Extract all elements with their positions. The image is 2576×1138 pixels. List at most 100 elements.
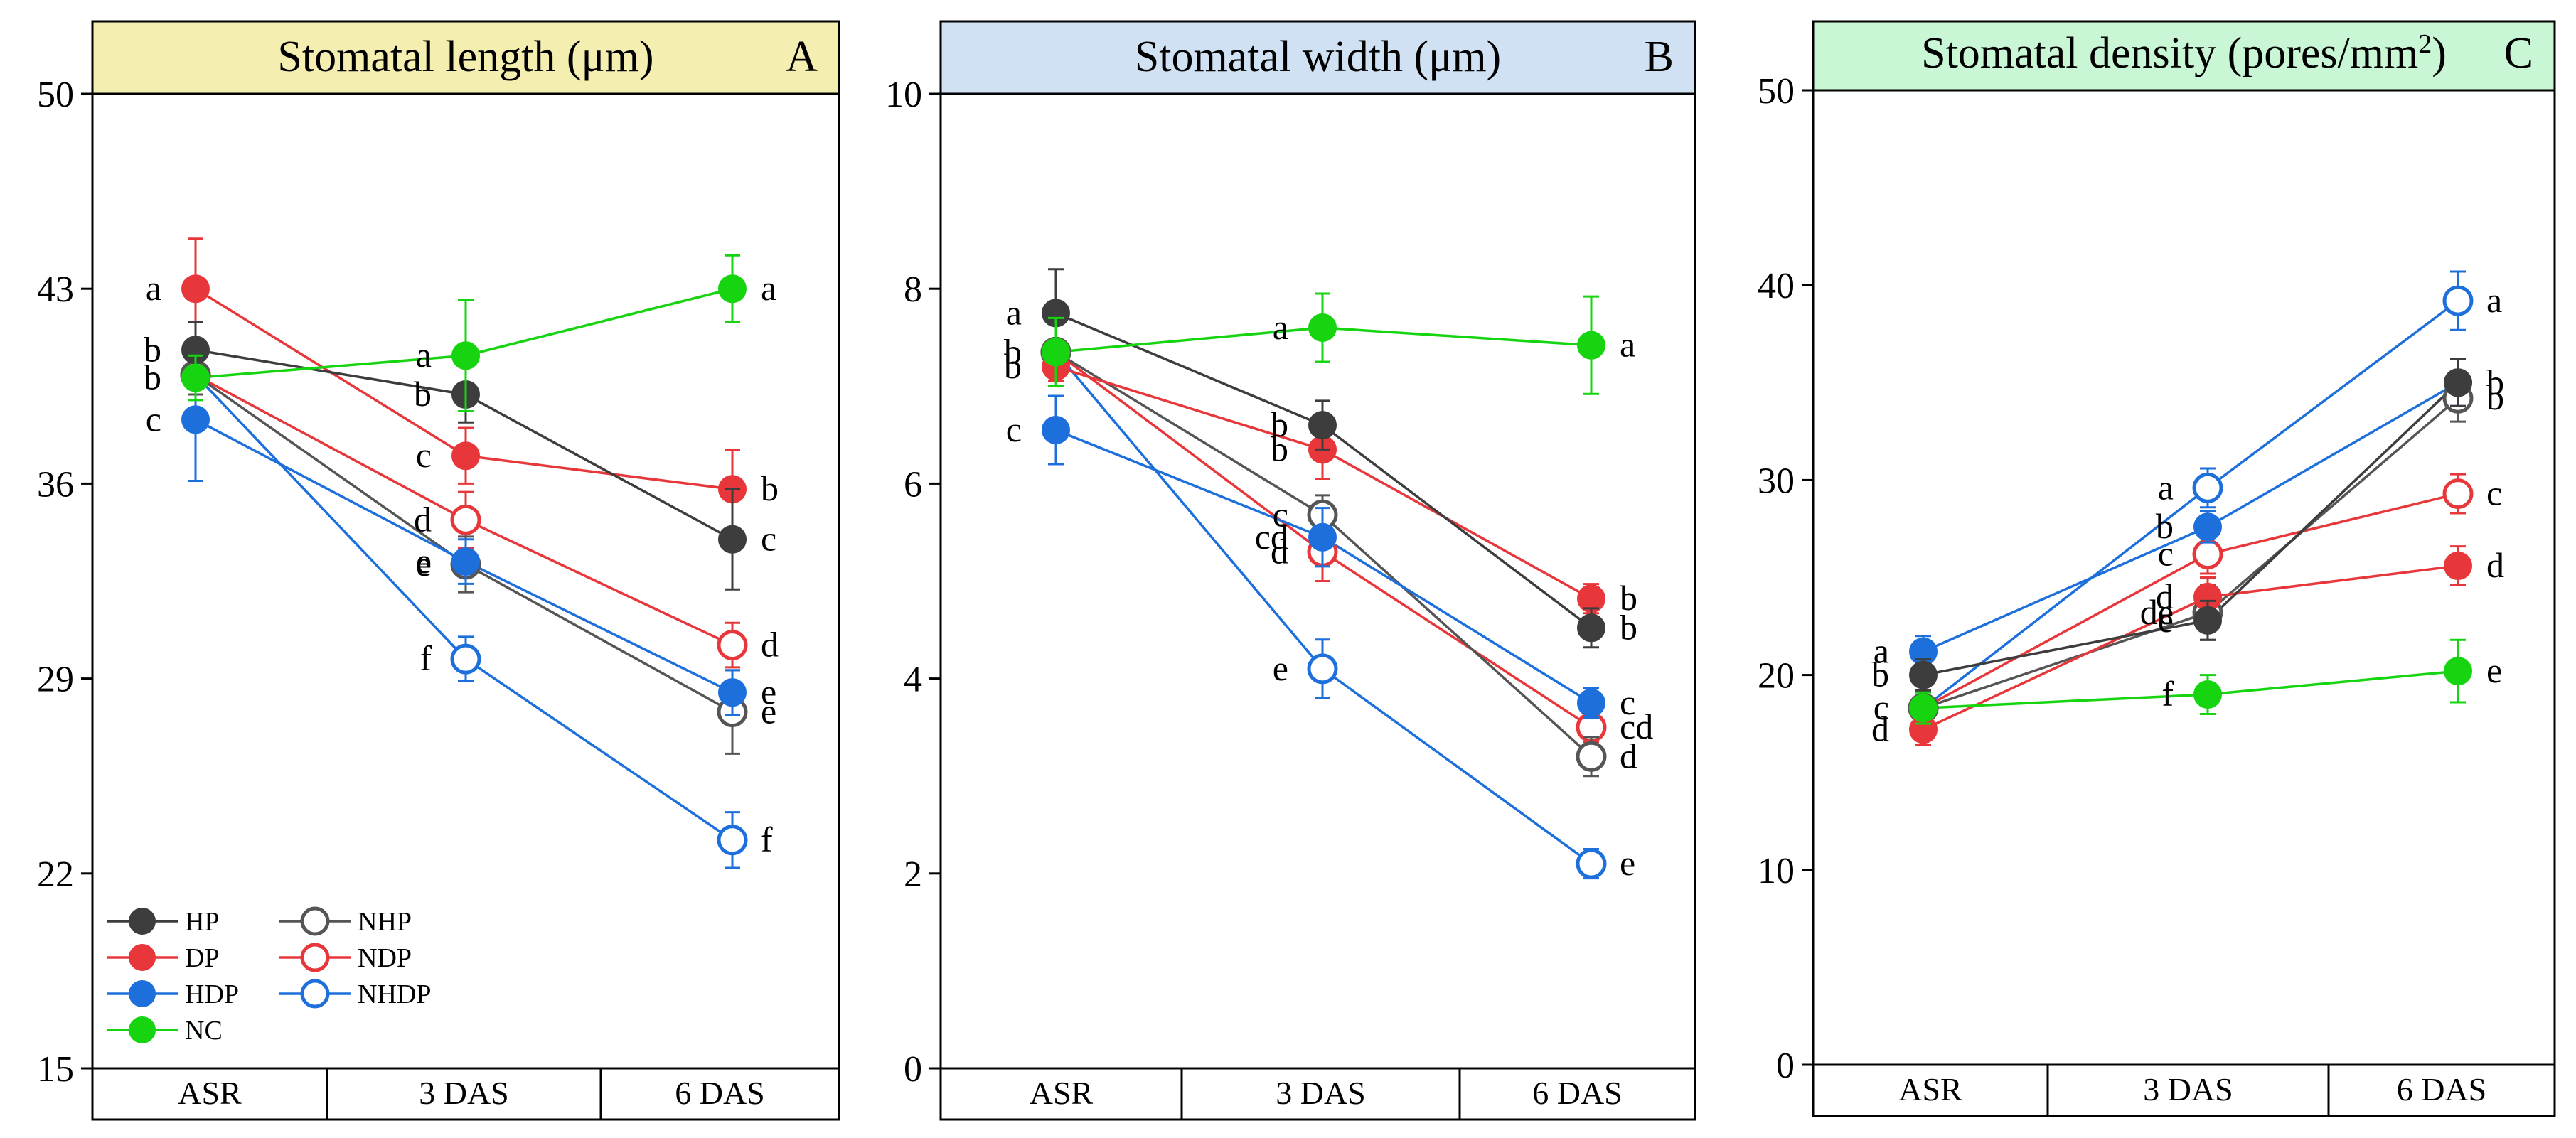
y-tick-label: 0 [904,1049,922,1090]
category-label: ASR [1030,1075,1094,1111]
significance-label: c [1620,682,1635,722]
significance-label: e [761,692,776,731]
significance-label: b [1620,578,1637,618]
series-line-HP [1923,382,2459,677]
significance-label: c [1874,687,1889,727]
point-HDP [2193,512,2222,542]
panel-title: Stomatal density (pores/mm2) [1921,29,2447,77]
legend-label-HP: HP [185,907,220,937]
series-line-NHDP [1922,299,2459,709]
significance-label: f [419,638,432,678]
significance-label: e [1620,843,1635,883]
legend-marker-NDP [300,943,330,972]
y-tick-label: 40 [1758,266,1795,306]
legend-label-NHDP: NHDP [358,979,431,1009]
legend-marker-NHP [300,906,330,936]
legend-label-DP: DP [185,943,220,973]
series-line-NC [1923,670,2459,709]
significance-label: a [2158,467,2174,507]
significance-label: c [1273,494,1288,534]
legend-label-NHP: NHP [358,907,412,937]
significance-label: c [416,435,432,475]
legend-label-NC: NC [185,1016,223,1046]
point-NHDP [450,643,481,675]
panel-letter: C [2504,29,2533,77]
significance-label: f [2161,674,2174,714]
significance-label: b [1004,331,1022,371]
panel-title-superscript: 2 [2418,29,2432,59]
significance-label: e [416,541,432,581]
significance-label: e [761,672,776,712]
point-NHP [1576,741,1607,772]
panel-title-text: Stomatal density (pores/mm [1921,29,2418,77]
point-HP [718,525,747,554]
legend-marker-NC [129,1016,156,1043]
legend-marker-DP [129,944,156,971]
panel-title-text: Stomatal length (μm) [277,33,653,81]
point-HDP [1308,522,1337,552]
significance-label: b [761,468,779,508]
point-NHDP [717,825,748,856]
significance-label: d [2156,576,2174,616]
significance-label: b [1620,607,1637,647]
significance-label: b [414,374,432,414]
point-NC [1308,313,1337,343]
point-NC [1909,694,1938,723]
panel-C: Stomatal density (pores/mm2) C ASR 3 DAS 6 D… [1758,20,2556,1117]
category-axis-box [939,1067,1696,1121]
point-DP [2444,552,2472,581]
significance-label: b [2486,377,2504,417]
y-tick-label: 10 [885,75,922,115]
significance-label: c [146,399,161,439]
significance-label: a [2486,280,2502,320]
significance-label: a [416,335,432,375]
legend-marker-HDP [129,980,156,1007]
panel-title: Stomatal width (μm) [1135,33,1501,81]
significance-label: a [1620,325,1635,365]
y-tick-label: 0 [1776,1046,1795,1086]
panel-letter: A [786,33,818,81]
legend-marker-HP [129,908,156,935]
y-tick-label: 4 [904,660,922,700]
category-label: 3 DAS [1276,1075,1366,1111]
significance-label: a [1006,292,1022,332]
point-HP [1308,411,1337,440]
point-DP [451,441,480,471]
point-HDP [718,678,747,707]
y-tick-label: 10 [1758,851,1795,891]
significance-label: d [1871,709,1889,748]
y-tick-label: 29 [37,660,74,700]
significance-label: a [146,268,161,308]
panel-title: Stomatal length (μm) [277,33,653,81]
significance-label: b [144,358,161,397]
y-tick-label: 22 [37,854,74,895]
point-HDP [1042,415,1070,444]
significance-label: d [761,625,779,665]
y-tick-label: 30 [1758,461,1795,501]
panel-header [1812,20,2556,92]
significance-label: d [1620,736,1637,775]
significance-label: a [1874,631,1889,671]
significance-label: e [1273,648,1288,688]
significance-label: b [144,329,161,369]
point-HP [1909,660,1938,689]
point-NHDP [2192,472,2223,503]
significance-label: d [414,499,432,539]
series-line-NHP [1923,397,2459,709]
point-NHDP [2442,285,2474,316]
y-tick-label: 8 [904,269,922,310]
point-NDP [717,630,748,661]
point-HDP [181,405,210,434]
panel-title-end: ) [2432,29,2447,77]
point-HP [2444,368,2472,397]
point-NC [1577,331,1605,360]
panel-header [939,20,1696,95]
point-DP [181,274,210,304]
category-label: ASR [178,1075,242,1111]
legend-label-NDP: NDP [358,943,412,973]
significance-label: e [416,544,432,584]
panel-header [91,20,840,95]
category-label: 3 DAS [2143,1071,2233,1107]
significance-label: b [1271,429,1288,468]
point-HDP [1577,688,1605,717]
